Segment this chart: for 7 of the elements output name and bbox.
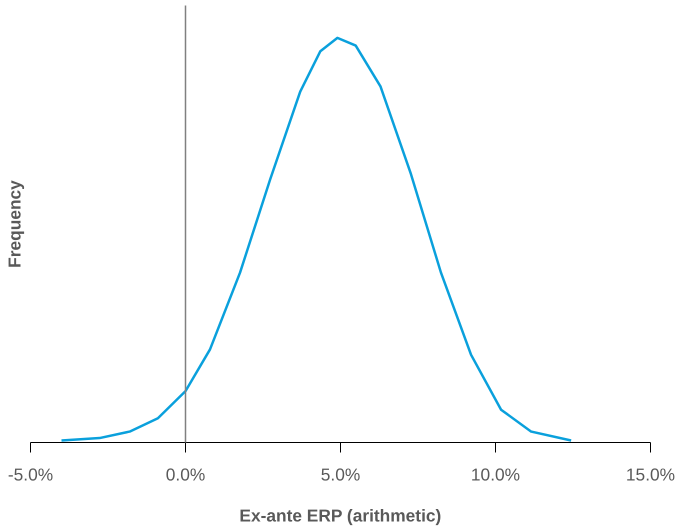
x-tick-label: 0.0%	[166, 464, 206, 484]
x-tick-label: 15.0%	[626, 464, 676, 484]
x-axis-title: Ex-ante ERP (arithmetic)	[239, 506, 442, 526]
y-axis-title: Frequency	[4, 180, 24, 268]
x-tick-label: 5.0%	[320, 464, 360, 484]
x-tick-label: -5.0%	[8, 464, 54, 484]
x-tick-label: 10.0%	[470, 464, 520, 484]
